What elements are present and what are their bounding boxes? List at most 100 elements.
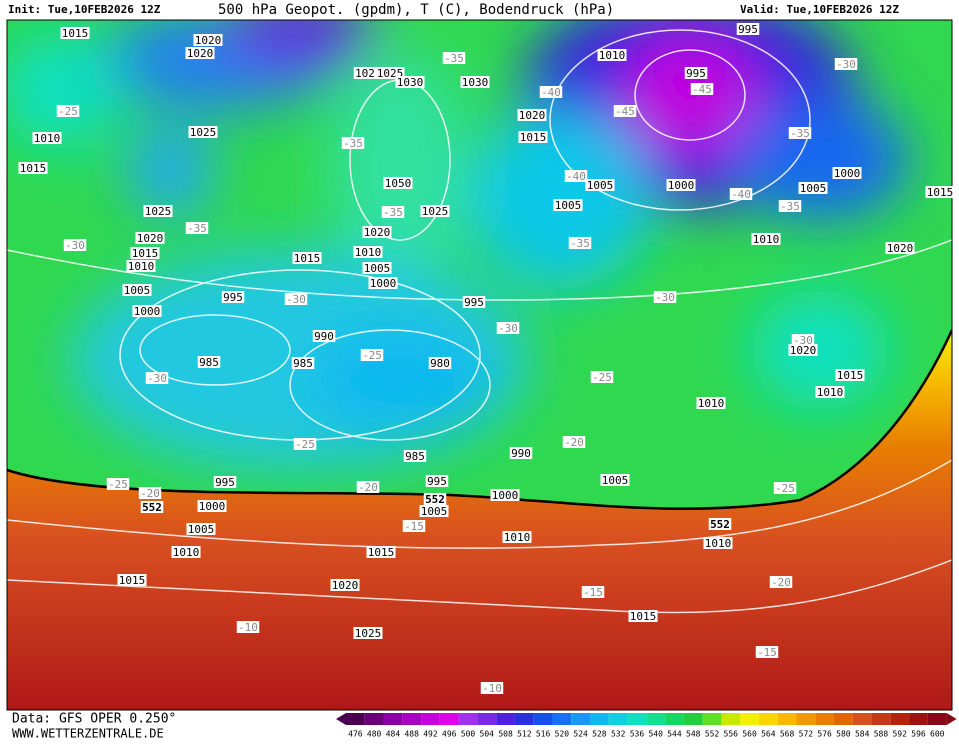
colorbar-tick-label: 488 [404,730,419,739]
colorbar-tick-label: 492 [423,730,438,739]
pressure-label-box [885,242,915,254]
pressure-label-box [462,296,486,308]
temperature-label-box [690,83,714,95]
pressure-label-box [130,247,160,259]
colorbar-tick-label: 592 [892,730,907,739]
pressure-label-box [460,76,490,88]
colorbar-tick-label: 560 [742,730,757,739]
pressure-label-box [419,505,449,517]
temperature-label-box [788,127,812,139]
pressure-label: 1005 [421,505,448,518]
colorbar-tick-label: 596 [911,730,926,739]
temperature-label: -30 [836,58,856,71]
pressure-label-box [362,262,392,274]
temperature-label-box [773,482,797,494]
temperature-label-box [284,293,308,305]
pressure-label-box [751,233,781,245]
colorbar-tick-label: 572 [799,730,814,739]
geopotential-label: 552 [710,518,730,531]
colorbar-tick-label: 540 [648,730,663,739]
temperature-label-box [56,105,80,117]
colorbar-box [834,713,853,725]
colorbar-box [346,713,365,725]
colorbar-tick-label: 516 [536,730,551,739]
pressure-label-box [553,199,583,211]
temperature-label: -20 [564,436,584,449]
temperature-label-box [381,206,405,218]
pressure-label-box [403,450,427,462]
colorbar-box [796,713,816,725]
temperature-label: -30 [793,334,813,347]
pressure-label: 1025 [355,627,382,640]
colorbar-box [702,713,722,725]
pressure-label-box [330,579,360,591]
colorbar-box [871,713,891,725]
temperature-label-box [480,682,504,694]
temperature-label-box [590,371,614,383]
pressure-label: 1025 [422,205,449,218]
pressure-label: 995 [686,67,706,80]
temperature-label: -35 [570,237,590,250]
pressure-label-box [362,226,392,238]
temperature-label-box [613,105,637,117]
pressure-label-box [736,23,760,35]
pressure-label-box [221,291,245,303]
pressure-label-box [597,49,627,61]
pressure-label: 1020 [790,344,817,357]
temperature-label: -35 [343,137,363,150]
colorbar-tick-label: 508 [498,730,513,739]
colorbar-tick-label: 512 [517,730,532,739]
pressure-label: 1000 [134,305,161,318]
pressure-label: 1015 [927,186,954,199]
temperature-label-box [564,170,588,182]
pressure-label: 1050 [385,177,412,190]
colorbar-box [721,713,741,725]
pressure-label-box [193,34,223,46]
colorbar-tick-label: 504 [480,730,495,739]
temperature-label-box [145,372,169,384]
pressure-label: 1030 [397,76,424,89]
pressure-label: 1010 [599,49,626,62]
pressure-label: 995 [223,291,243,304]
pressure-label-box [353,67,377,79]
pressure-label: 1020 [519,109,546,122]
colorbar-tick-label: 568 [780,730,795,739]
temperature-label: -35 [383,206,403,219]
pressure-label-box [517,109,547,121]
temperature-label: -35 [790,127,810,140]
temperature-label: -35 [444,52,464,65]
colorbar-tick-label: 588 [874,730,889,739]
colorbar-tick-label: 480 [367,730,382,739]
pressure-label: 1025 [190,126,217,139]
pressure-label-box [117,574,147,586]
temperature-label-box [63,239,87,251]
pressure-label-box [353,246,383,258]
pressure-label: 1000 [199,500,226,513]
pressure-label-box [197,356,221,368]
colorbar-box [909,713,928,725]
data-source: Data: GFS OPER 0.250° [12,712,176,727]
temperature-label-box [236,621,260,633]
temperature-label: -45 [692,83,712,96]
pressure-label: 1010 [817,386,844,399]
temperature-label: -25 [775,482,795,495]
pressure-label: 1020 [137,232,164,245]
colorbar-tick-label: 484 [386,730,401,739]
colorbar-arrow-left [336,713,346,725]
colorbar-box [758,713,778,725]
pressure-label-box [292,252,322,264]
colorbar-box [815,713,835,725]
temperature-label-box [402,520,426,532]
pressure-label: 1015 [132,247,159,260]
temperature-label-box [293,438,317,450]
colorbar-tick-label: 548 [686,730,701,739]
pressure-label: 1020 [332,579,359,592]
pressure-label: 1030 [462,76,489,89]
colorbar-box [514,713,534,725]
pressure-label-box [703,537,733,549]
pressure-label: 1010 [705,537,732,550]
pressure-label: 1015 [62,27,89,40]
pressure-label: 1005 [364,262,391,275]
temperature-label: -25 [108,478,128,491]
temperature-label: -30 [286,293,306,306]
